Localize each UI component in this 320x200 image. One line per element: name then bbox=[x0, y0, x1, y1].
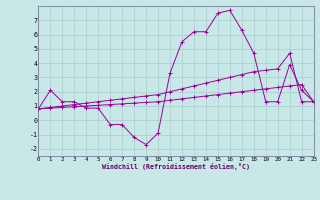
X-axis label: Windchill (Refroidissement éolien,°C): Windchill (Refroidissement éolien,°C) bbox=[102, 163, 250, 170]
